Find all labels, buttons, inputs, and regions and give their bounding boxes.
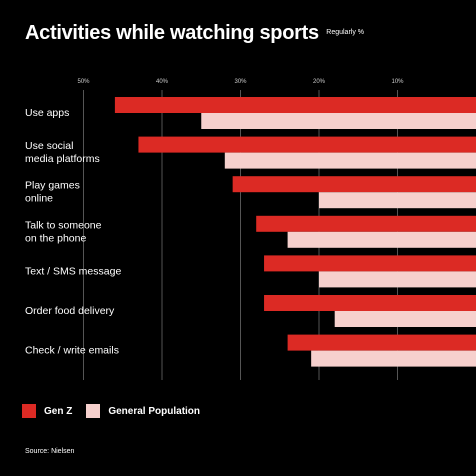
x-tick-label: 50% bbox=[77, 79, 90, 85]
category-label: Text / SMS message bbox=[25, 265, 121, 277]
legend-label-gen-z: Gen Z bbox=[44, 405, 73, 417]
title-row: Activities while watching sports Regular… bbox=[25, 22, 364, 45]
x-tick-label: 20% bbox=[313, 79, 326, 85]
bar-gen-z bbox=[138, 136, 476, 153]
category-label: Use social bbox=[25, 140, 73, 152]
bar-general-population bbox=[201, 113, 476, 129]
category-label: Order food delivery bbox=[25, 305, 115, 317]
chart-title: Activities while watching sports bbox=[25, 22, 319, 44]
category-label: online bbox=[25, 193, 53, 205]
legend-label-general-population: General Population bbox=[108, 405, 201, 417]
bar-general-population bbox=[287, 231, 476, 248]
category-label: Play games bbox=[25, 180, 80, 192]
bar-gen-z bbox=[114, 97, 476, 113]
x-tick-label: 40% bbox=[156, 79, 169, 85]
category-label: Check / write emails bbox=[25, 345, 119, 357]
bar-general-population bbox=[319, 271, 476, 288]
legend-item-gen-z: Gen Z bbox=[22, 404, 72, 418]
chart-subtitle: Regularly % bbox=[326, 29, 365, 36]
bar-general-population bbox=[224, 152, 476, 169]
bar-gen-z bbox=[232, 176, 476, 193]
category-label: media platforms bbox=[25, 153, 100, 165]
category-label: on the phone bbox=[25, 232, 86, 244]
x-tick-label: 30% bbox=[234, 79, 247, 85]
bar-general-population bbox=[334, 311, 476, 327]
bar-general-population bbox=[311, 350, 476, 367]
x-tick-label: 10% bbox=[391, 79, 404, 85]
source-note: Source: Nielsen bbox=[25, 448, 75, 455]
bar-gen-z bbox=[287, 334, 476, 351]
legend-swatch-gen-z bbox=[22, 404, 36, 418]
legend-swatch-general-population bbox=[86, 404, 101, 418]
category-label: Talk to someone bbox=[25, 219, 102, 231]
bar-gen-z bbox=[264, 255, 476, 272]
bar-gen-z bbox=[264, 295, 476, 311]
bar-gen-z bbox=[256, 215, 476, 232]
category-label: Use apps bbox=[25, 107, 69, 119]
bar-general-population bbox=[319, 192, 476, 209]
legend-item-general-population: General Population bbox=[86, 404, 200, 418]
legend: Gen Z General Population bbox=[22, 404, 214, 418]
